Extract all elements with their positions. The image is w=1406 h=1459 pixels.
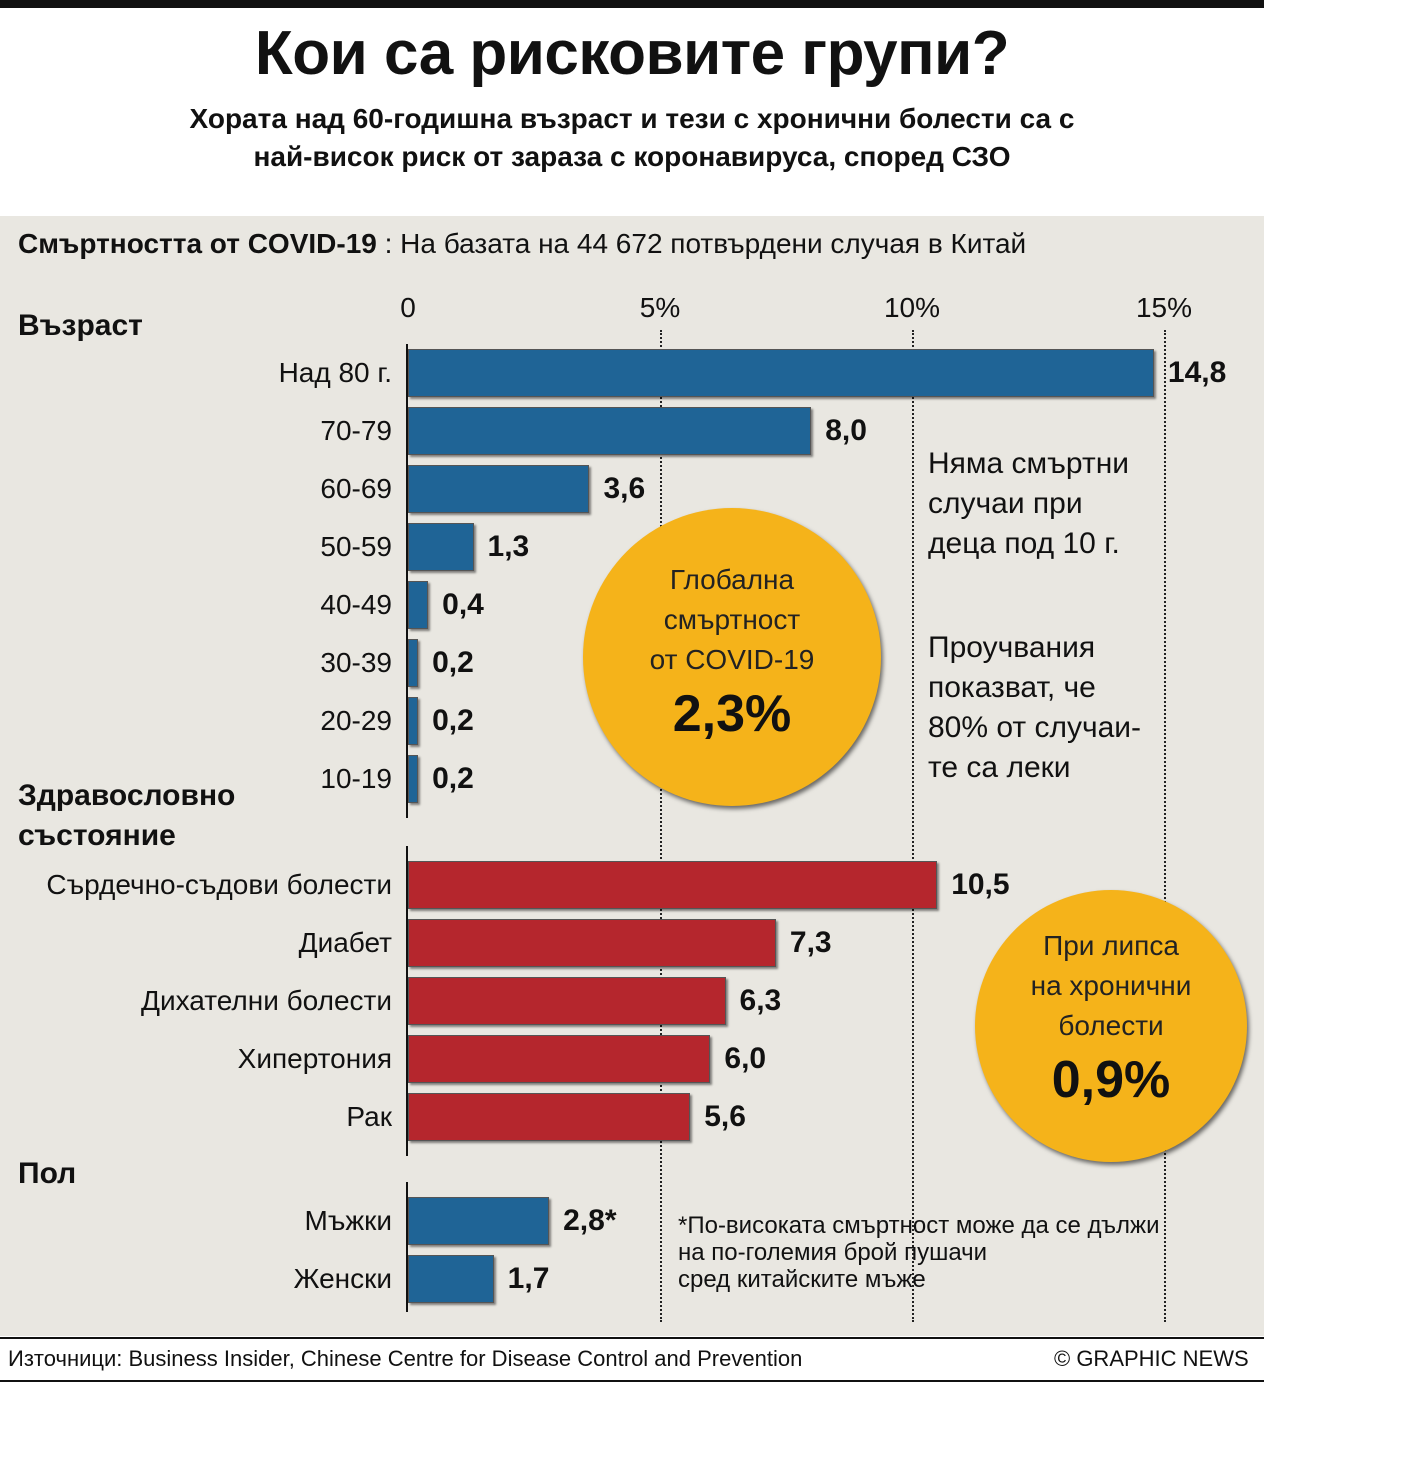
top-rule [0,0,1264,8]
section-age: Възраст [18,309,143,342]
footnote-line: *По-високата смъртност може да се дължи [678,1212,1160,1239]
note-mild-cases: Проучвания показват, че 80% от случаи- т… [928,628,1141,788]
stats-heading: Смъртността от COVID-19 : На базата на 4… [18,228,1026,260]
bar [408,977,726,1025]
category-label: 20-29 [320,705,392,736]
category-label: Рак [346,1101,392,1132]
global-mortality-circle: Глобална смъртност от COVID-19 2,3% [583,508,881,806]
circle-value: 0,9% [1051,1051,1171,1109]
value-label: 8,0 [825,414,867,447]
value-label: 6,3 [739,984,782,1017]
section-sex: Пол [18,1157,77,1190]
x-tick-label: 0 [400,292,416,323]
bar [408,523,474,571]
category-label: Дихателни болести [141,985,392,1016]
value-label: 0,2 [432,646,474,679]
stats-heading-bold: Смъртността от COVID-19 [18,228,377,259]
grid-line [660,330,662,1322]
x-tick-label: 15% [1135,292,1193,323]
note-line: Проучвания [928,631,1096,664]
category-label: Диабет [298,927,392,958]
value-label: 1,7 [507,1262,550,1295]
circle-text: смъртност [663,604,801,635]
value-label: 0,2 [432,762,474,795]
y-axis-line [406,344,408,818]
bar [408,1093,691,1141]
stats-heading-rest: : На базата на 44 672 потвърдени случая … [376,228,1027,259]
category-label: 30-39 [320,647,392,678]
category-label: Мъжки [304,1205,392,1236]
subtitle-line: Хората над 60-годишна възраст и тези с х… [189,103,1075,134]
note-no-children: Няма смъртни случаи при деца под 10 г. [928,444,1129,564]
note-line: показват, че [928,671,1096,704]
footnote: *По-високата смъртност може да се дължи … [678,1212,1160,1293]
page-subtitle: Хората над 60-годишна възраст и тези с х… [20,100,1244,176]
bar [408,1255,494,1303]
note-line: те са леки [928,751,1071,784]
grid-line [1164,330,1166,1322]
bar [408,407,812,455]
value-label: 3,6 [603,472,646,505]
bar [408,1197,550,1245]
no-chronic-circle: При липса на хронични болести 0,9% [975,890,1247,1162]
bar [408,697,419,745]
value-label: 1,3 [487,530,530,563]
footer-rule [0,1337,1264,1339]
x-tick-label: 5% [639,292,681,323]
footnote-line: сред китайските мъже [678,1266,926,1293]
category-label: Женски [293,1263,392,1294]
note-line: случаи при [928,487,1083,520]
value-label: 0,2 [432,704,474,737]
category-label: 40-49 [320,589,392,620]
note-line: 80% от случаи- [928,711,1142,744]
value-label: 5,6 [704,1100,746,1133]
section-health-line: състояние [18,819,176,852]
y-axis-line [406,846,408,1156]
source-text: Източници: Business Insider, Chinese Cen… [8,1346,803,1371]
category-label: Хипертония [237,1043,392,1074]
y-axis-line [406,1182,408,1312]
value-label: 0,4 [442,588,484,621]
value-label: 14,8 [1167,356,1227,389]
bar [408,755,419,803]
note-line: Няма смъртни [928,447,1130,480]
circle-text: При липса [1043,930,1179,961]
circle-value: 2,3% [672,685,792,743]
category-label: Сърдечно-съдови болести [46,869,392,900]
value-label: 7,3 [789,926,832,959]
circle-text: Глобална [669,564,795,595]
category-label: 70-79 [320,415,392,446]
bar [408,349,1154,397]
bar [408,581,429,629]
value-label: 10,5 [951,868,1010,901]
value-label: 6,0 [724,1042,767,1075]
bar [408,465,590,513]
x-tick-label: 10% [883,292,941,323]
circle-text: на хронични [1030,970,1192,1001]
bar [408,919,776,967]
page-title: Кои са рисковите групи? [254,19,1010,88]
category-label: Над 80 г. [278,357,392,388]
grid-line [912,330,914,1322]
category-label: 10-19 [320,763,392,794]
bar [408,861,938,909]
bar [408,639,419,687]
category-label: 60-69 [320,473,392,504]
bar [408,1035,711,1083]
note-line: деца под 10 г. [928,527,1120,560]
circle-text: от COVID-19 [649,644,815,675]
category-label: 50-59 [320,531,392,562]
section-health: Здравословно състояние [18,776,235,856]
subtitle-line: най-висок риск от зараза с коронавируса,… [253,141,1011,172]
circle-text: болести [1058,1010,1164,1041]
footnote-line: на по-големия брой пушачи [678,1239,988,1266]
copyright-text: © GRAPHIC NEWS [1054,1346,1249,1371]
footer-rule [0,1380,1264,1382]
section-health-line: Здравословно [18,779,236,812]
value-label: 2,8* [563,1204,617,1237]
